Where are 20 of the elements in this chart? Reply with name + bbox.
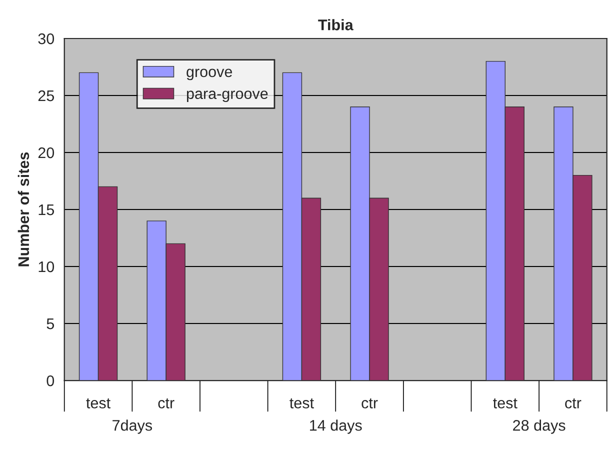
text: 28 days <box>513 420 566 434</box>
y-tick-label: 0 <box>46 375 54 386</box>
y-tick-label: 20 <box>38 147 54 158</box>
chart-title: Tibia <box>318 19 354 30</box>
x-tick-label: ctr <box>362 398 378 408</box>
text: 7days <box>112 420 152 434</box>
text: 14 days <box>310 420 362 434</box>
y-tick-label: 5 <box>46 318 54 330</box>
x-tick-label: test <box>86 398 110 408</box>
y-axis-title: Number of sites <box>18 152 30 266</box>
y-tick-label: 10 <box>38 261 54 272</box>
x-tick-label: test <box>290 398 314 408</box>
y-tick-label: 25 <box>38 90 54 102</box>
y-tick-label: 30 <box>38 33 54 44</box>
x-tick-label: ctr <box>158 398 174 408</box>
y-tick-label: 15 <box>38 204 54 216</box>
x-tick-label: ctr <box>565 398 582 408</box>
legend-label: para-groove <box>186 90 268 102</box>
x-tick-label: test <box>493 398 518 408</box>
legend-label: groove <box>186 68 232 80</box>
